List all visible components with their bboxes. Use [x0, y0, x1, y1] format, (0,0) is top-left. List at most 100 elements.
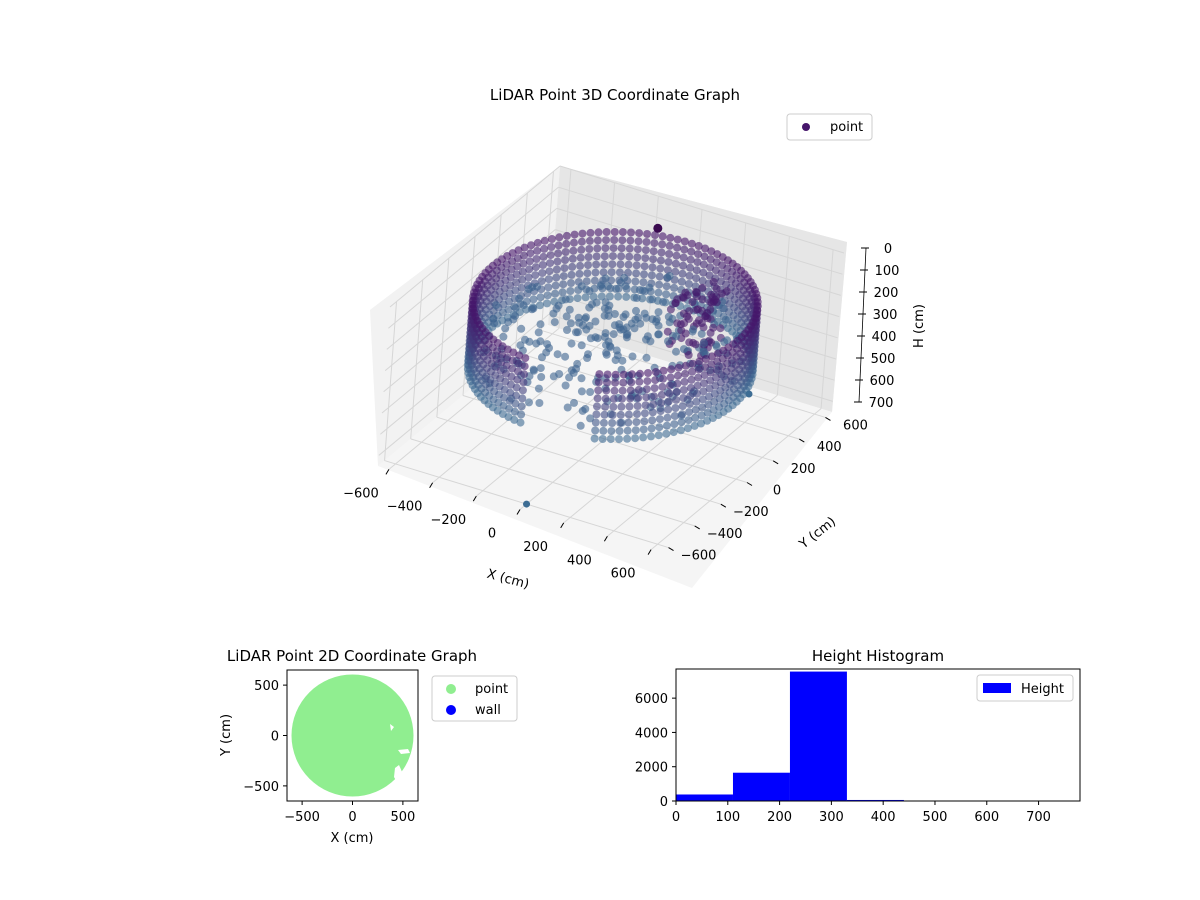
- point-3d: [623, 426, 632, 435]
- point-3d: [520, 251, 528, 260]
- point-3d: [706, 376, 715, 385]
- point-3d: [679, 394, 688, 402]
- point-3d: [640, 287, 649, 296]
- legend-3d-label: point: [830, 120, 863, 135]
- y-tick-label-3d: −600: [681, 549, 717, 564]
- point-3d: [697, 329, 706, 338]
- point-3d: [558, 288, 567, 297]
- point-3d: [609, 402, 618, 411]
- point-3d: [609, 252, 617, 261]
- point-3d: [561, 295, 570, 304]
- z-axis-3d: 0 100 200 300 400 500 600 700: [854, 242, 899, 411]
- y-tick-label-3d: 600: [843, 418, 868, 433]
- histogram-bar: [676, 794, 733, 801]
- point-3d: [586, 388, 595, 396]
- point-3d: [627, 228, 635, 237]
- point-3d: [599, 426, 608, 435]
- x-tick-label-histogram: 500: [923, 810, 948, 825]
- z-tick-label-3d: 600: [870, 374, 895, 389]
- point-3d: [600, 260, 609, 269]
- point-3d: [653, 223, 663, 233]
- point-3d: [590, 276, 599, 285]
- point-3d: [594, 378, 603, 387]
- point-3d: [512, 383, 521, 392]
- point-3d: [670, 420, 679, 429]
- x-tick-3d: [516, 509, 521, 515]
- point-3d: [616, 418, 625, 427]
- point-3d: [657, 390, 666, 399]
- gap-2d: [390, 724, 394, 731]
- z-tick-label-3d: 300: [873, 308, 898, 323]
- point-3d: [648, 295, 657, 304]
- point-3d: [540, 244, 549, 253]
- point-3d: [537, 277, 546, 286]
- point-3d: [575, 269, 584, 278]
- point-3d: [654, 288, 663, 297]
- z-axis-3d-label: H (cm): [912, 304, 927, 348]
- point-3d: [554, 241, 563, 250]
- point-3d: [657, 399, 666, 407]
- outlier-point-3d: [745, 390, 753, 398]
- point-3d: [679, 386, 688, 394]
- point-3d: [701, 244, 710, 253]
- point-3d: [585, 236, 594, 245]
- grid-line-3d: [389, 165, 561, 308]
- point-3d: [567, 339, 576, 348]
- point-3d: [705, 392, 713, 401]
- point-3d: [513, 375, 522, 384]
- y-tick-label-3d: −400: [707, 527, 743, 542]
- point-3d: [599, 418, 608, 427]
- point-3d: [662, 429, 671, 438]
- gap-2d: [398, 749, 410, 754]
- grid-line-3d: [410, 279, 424, 439]
- y-tick-label-3d: −200: [733, 505, 769, 520]
- point-3d: [626, 236, 635, 245]
- point-3d: [651, 368, 660, 376]
- point-3d: [612, 284, 620, 293]
- point-3d: [582, 277, 591, 286]
- point-3d: [559, 272, 568, 281]
- point-3d: [549, 372, 558, 381]
- point-3d: [673, 235, 682, 244]
- y-tick-3d: [746, 482, 753, 486]
- point-3d: [534, 384, 543, 393]
- point-3d: [677, 418, 686, 427]
- point-3d: [648, 408, 657, 417]
- point-3d: [518, 394, 527, 403]
- point-3d: [609, 330, 618, 339]
- point-3d: [584, 253, 593, 261]
- point-3d: [514, 367, 522, 376]
- point-3d: [688, 359, 697, 368]
- point-3d: [611, 370, 620, 379]
- point-3d: [694, 373, 703, 382]
- chart-histogram: Height Histogram 0 100 200 300 400 500 600 700 …: [635, 647, 1081, 825]
- point-3d: [581, 314, 589, 323]
- y-tick-label-histogram: 0: [660, 795, 668, 810]
- point-3d: [671, 299, 680, 308]
- point-3d: [681, 369, 690, 378]
- point-3d: [699, 260, 708, 269]
- point-3d: [672, 395, 681, 404]
- point-3d: [655, 272, 664, 281]
- point-3d: [611, 378, 620, 387]
- point-3d: [695, 357, 704, 366]
- point-3d: [601, 402, 610, 411]
- point-3d: [641, 401, 650, 410]
- point-3d: [686, 255, 695, 264]
- point-3d: [679, 253, 688, 262]
- point-3d: [577, 245, 586, 254]
- point-3d: [616, 410, 625, 419]
- point-3d: [678, 410, 687, 419]
- legend-2d-wall-marker: [446, 705, 456, 715]
- point-3d: [561, 248, 570, 256]
- point-3d: [701, 355, 710, 363]
- point-3d: [698, 295, 707, 304]
- point-3d: [562, 312, 571, 321]
- grid-line-3d: [550, 292, 835, 381]
- y-tick-label-histogram: 4000: [635, 726, 668, 741]
- grid-line-3d: [388, 186, 559, 329]
- point-3d: [676, 426, 685, 435]
- point-3d: [520, 370, 529, 379]
- frame-histogram: [675, 668, 1081, 802]
- point-3d: [642, 238, 651, 246]
